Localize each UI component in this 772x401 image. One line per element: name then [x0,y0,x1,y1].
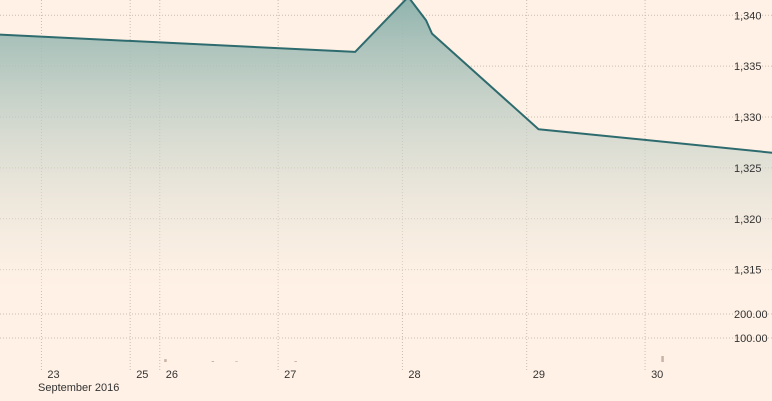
y-tick-label: 1,315 [734,265,762,277]
x-axis-month-label: September 2016 [38,382,119,394]
y-tick-label: 100.00 [734,333,768,345]
volume-bar [211,361,215,362]
volume-bar [661,356,664,362]
y-tick-label: 1,325 [734,163,762,175]
y-tick-label: 1,320 [734,214,762,226]
volume-bar [235,361,238,362]
x-axis-labels: 23 25 26 27 28 29 30 [47,369,663,381]
x-tick-label: 23 [47,369,59,381]
y-axis-labels: 1,340 1,335 1,330 1,325 1,320 1,315 200.00 100.… [734,10,768,345]
x-tick-label: 26 [166,369,178,381]
x-tick-label: 28 [408,369,420,381]
y-tick-label: 1,335 [734,61,762,73]
x-tick-label: 25 [136,369,148,381]
y-tick-label: 1,340 [734,10,762,22]
price-area [0,0,772,290]
x-tick-label: 29 [533,369,545,381]
x-tick-label: 27 [284,369,296,381]
volume-bars [164,356,664,362]
x-tick-label: 30 [651,369,663,381]
y-tick-label: 200.00 [734,309,768,321]
volume-bar [294,361,297,362]
y-tick-label: 1,330 [734,112,762,124]
volume-bar [164,359,167,362]
